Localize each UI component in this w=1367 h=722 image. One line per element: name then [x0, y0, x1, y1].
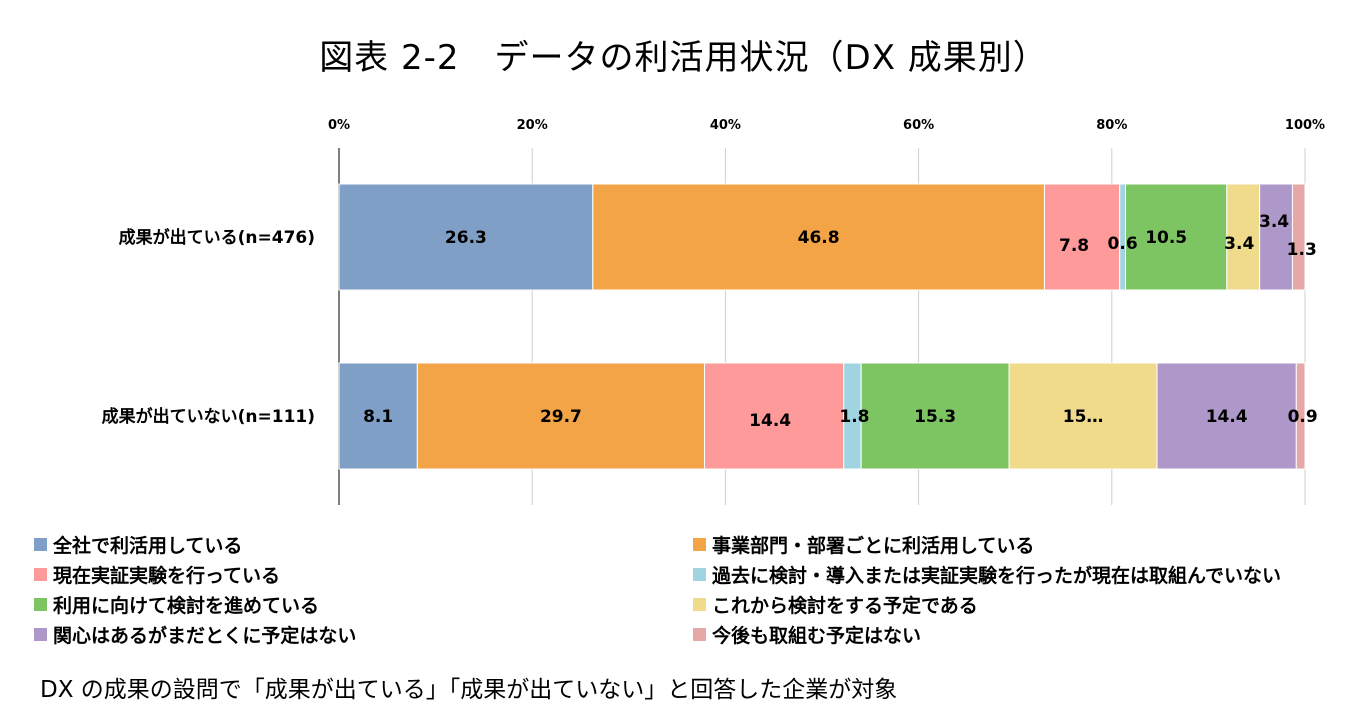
legend-label: 現在実証実験を行っている	[53, 565, 281, 587]
data-label: 0.6	[1108, 234, 1138, 254]
x-tick-label: 80%	[1096, 118, 1127, 133]
legend-item: 事業部門・部署ごとに利活用している	[693, 534, 1034, 558]
legend-swatch	[34, 538, 47, 551]
data-label: 15…	[1063, 407, 1104, 427]
legend-item: 関心はあるがまだとくに予定はない	[34, 624, 356, 648]
stacked-bar-chart: 0% 20% 40% 60% 80% 100% 成果が出ている(n=476) 成果が出ていない…	[102, 118, 1325, 505]
bar-segment	[416, 362, 706, 470]
bar-segment	[704, 362, 845, 470]
legend-item: 利用に向けて検討を進めている	[34, 594, 319, 618]
data-label: 8.1	[363, 407, 393, 427]
legend-item: 過去に検討・導入または実証実験を行ったが現在は取組んでいない	[693, 564, 1281, 588]
x-tick-label: 60%	[903, 118, 934, 133]
legend-swatch	[693, 628, 706, 641]
legend-swatch	[34, 628, 47, 641]
legend-swatch	[34, 598, 47, 611]
legend-item: 全社で利活用している	[34, 534, 242, 558]
bar-segment	[338, 362, 418, 470]
data-label: 14.4	[1206, 407, 1248, 427]
bar-segment	[1156, 362, 1297, 470]
data-label: 26.3	[445, 228, 487, 248]
category-label: 成果が出ている(n=476)	[119, 227, 315, 248]
bar-segment	[1043, 183, 1121, 291]
legend-label: 今後も取組む予定はない	[712, 625, 922, 647]
legend-swatch	[693, 568, 706, 581]
legend-label: これから検討をする予定である	[712, 595, 978, 617]
legend-label: 事業部門・部署ごとに利活用している	[712, 535, 1035, 557]
data-label: 1.8	[839, 407, 869, 427]
legend-label: 利用に向けて検討を進めている	[53, 595, 320, 617]
legend-swatch	[693, 598, 706, 611]
data-label: 3.4	[1224, 234, 1254, 254]
legend-label: 全社で利活用している	[53, 535, 243, 557]
legend-label: 過去に検討・導入または実証実験を行ったが現在は取組んでいない	[712, 565, 1282, 587]
legend-swatch	[693, 538, 706, 551]
bar-segment	[592, 183, 1045, 291]
legend-item: 今後も取組む予定はない	[693, 624, 921, 648]
category-label: 成果が出ていない(n=111)	[102, 406, 315, 427]
data-label: 14.4	[749, 411, 791, 431]
legend-item: これから検討をする予定である	[693, 594, 978, 618]
footnote: DX の成果の設問で「成果が出ている」「成果が出ていない」と回答した企業が対象	[40, 677, 898, 703]
legend-item: 現在実証実験を行っている	[34, 564, 280, 588]
x-tick-label: 20%	[517, 118, 548, 133]
data-label: 0.9	[1288, 407, 1318, 427]
bar-segment	[860, 362, 1010, 470]
legend-swatch	[34, 568, 47, 581]
bar-segment	[1226, 183, 1261, 291]
bar-segment	[1125, 183, 1228, 291]
data-label: 1.3	[1287, 240, 1317, 260]
x-tick-label: 40%	[710, 118, 741, 133]
x-tick-label: 100%	[1285, 118, 1325, 133]
bar-segment	[1295, 362, 1306, 470]
data-label: 3.4	[1259, 212, 1289, 232]
data-label: 15.3	[914, 407, 956, 427]
data-label: 29.7	[540, 407, 582, 427]
legend-label: 関心はあるがまだとくに予定はない	[53, 625, 357, 647]
data-label: 46.8	[798, 228, 840, 248]
data-label: 7.8	[1059, 236, 1089, 256]
bar-segment	[1259, 183, 1293, 291]
x-tick-label: 0%	[328, 118, 350, 133]
chart-title: 図表 2-2 データの利活用状況（DX 成果別）	[319, 38, 1048, 78]
data-label: 10.5	[1145, 228, 1187, 248]
bar-segment	[1291, 183, 1306, 291]
